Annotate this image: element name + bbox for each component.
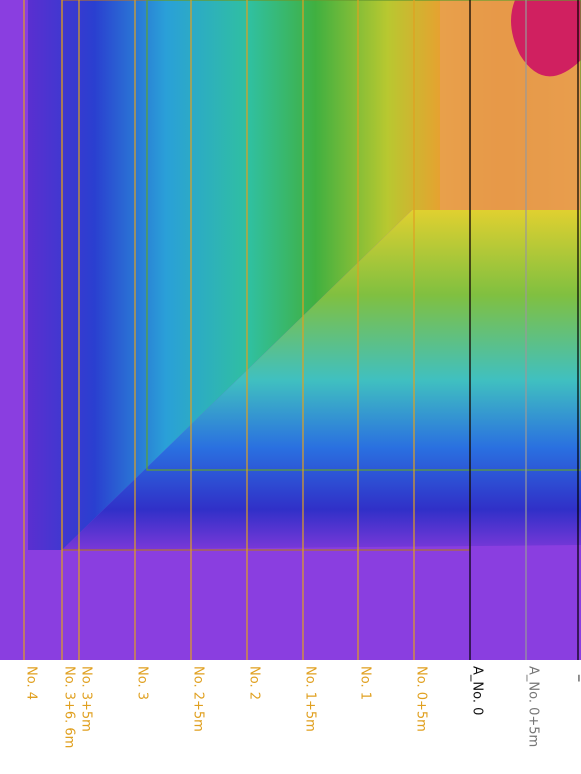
section-label: No. 1 [358,666,373,700]
section-label: No. 1+5m [303,666,318,732]
slope-lower [62,210,581,550]
section-label: No. 3+6. 6m [62,666,77,748]
peak [511,0,581,77]
section-label: A_No. 0 [470,666,485,715]
section-lines: No. 4 No. 3+6. 6m No. 3+5m No. 3 No. 2+5m No.… [23,0,581,748]
section-label: No. 2 [247,666,262,700]
section-label: No. 0+5m [414,666,429,732]
section-label: No. 2+5m [191,666,206,732]
label-area [0,660,581,774]
section-label: No. 4 [24,666,39,700]
section-label: A_No. 1 [578,666,581,715]
outline [146,0,581,471]
section-label: No. 3+5m [79,666,94,732]
section-label: A_No. 0+5m [526,666,541,747]
section-label: No. 3 [135,666,150,700]
